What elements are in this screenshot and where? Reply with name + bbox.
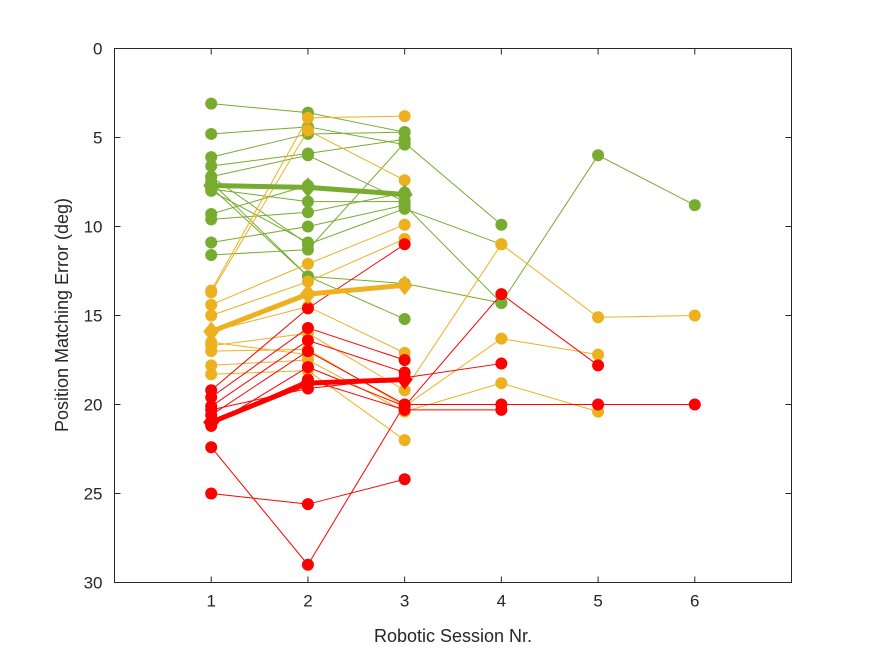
x-tick-label: 3: [400, 592, 409, 611]
data-point-red: [301, 361, 314, 374]
data-point-red: [398, 473, 411, 486]
data-point-yellow: [398, 218, 411, 231]
series-line-red-28: [210, 350, 695, 416]
data-point-green: [301, 149, 314, 162]
data-point-red: [205, 403, 218, 416]
data-point-yellow: [495, 238, 508, 251]
y-tick-label: 15: [84, 307, 103, 326]
mean-marker-red: [396, 369, 413, 390]
mean-marker-yellow: [299, 284, 316, 305]
data-point-green: [205, 236, 218, 249]
data-point-red: [398, 238, 411, 251]
x-tick-label: 6: [690, 592, 699, 611]
data-point-yellow: [398, 174, 411, 187]
data-point-red: [301, 345, 314, 358]
data-point-red: [301, 334, 314, 347]
data-point-red: [592, 398, 605, 411]
y-tick-label: 30: [84, 574, 103, 593]
data-point-red: [301, 498, 314, 511]
data-point-yellow: [205, 336, 218, 349]
data-point-red: [398, 398, 411, 411]
data-point-green: [592, 149, 605, 162]
y-tick-label: 20: [84, 396, 103, 415]
x-tick-label: 2: [303, 592, 312, 611]
y-tick-label: 10: [84, 218, 103, 237]
data-point-red: [205, 441, 218, 454]
series-line-yellow-24: [211, 341, 308, 356]
data-point-yellow: [495, 377, 508, 390]
data-point-red: [205, 487, 218, 500]
data-point-green: [495, 218, 508, 231]
x-tick-label: 5: [593, 592, 602, 611]
data-point-green: [205, 151, 218, 164]
data-point-green: [398, 313, 411, 326]
data-point-red: [301, 558, 314, 571]
data-point-red: [205, 391, 218, 404]
data-point-yellow: [688, 309, 701, 322]
data-point-green: [301, 236, 314, 249]
series-line-green-11: [210, 181, 502, 304]
data-point-green: [398, 136, 411, 149]
mean-series-layer: [203, 175, 413, 433]
series-line-green-13: [210, 190, 309, 243]
data-point-red: [495, 403, 508, 416]
data-point-yellow: [205, 359, 218, 372]
data-point-yellow: [205, 298, 218, 311]
y-tick-label: 25: [84, 485, 103, 504]
data-point-green: [301, 206, 314, 219]
data-point-yellow: [398, 434, 411, 447]
y-axis-title: Position Matching Error (deg): [52, 198, 72, 432]
data-point-green: [495, 297, 508, 310]
data-point-green: [205, 248, 218, 261]
data-point-yellow: [205, 286, 218, 299]
data-point-yellow: [205, 345, 218, 358]
data-point-red: [688, 398, 701, 411]
x-tick-label: 1: [206, 592, 215, 611]
series-line-yellow-20: [211, 243, 695, 391]
data-point-yellow: [205, 368, 218, 381]
data-point-yellow: [301, 124, 314, 137]
axis-ticks: 1 2 3 4 5 6 0 5 10 15 20 25 30: [84, 40, 792, 611]
data-point-yellow: [592, 311, 605, 324]
data-point-red: [495, 288, 508, 301]
series-layer: [205, 97, 701, 571]
data-point-green: [301, 195, 314, 208]
data-point-yellow: [301, 111, 314, 124]
data-point-green: [205, 97, 218, 110]
data-point-green: [205, 127, 218, 140]
mean-marker-yellow: [396, 275, 413, 296]
mean-marker-yellow: [203, 321, 220, 342]
series-line-green-9: [211, 154, 696, 304]
x-axis-title: Robotic Session Nr.: [374, 626, 532, 646]
mean-marker-green: [396, 184, 413, 205]
data-point-red: [301, 321, 314, 334]
data-point-yellow: [301, 257, 314, 270]
data-point-red: [495, 357, 508, 370]
data-point-yellow: [301, 275, 314, 288]
data-point-green: [398, 202, 411, 215]
data-point-green: [205, 159, 218, 172]
data-point-green: [688, 199, 701, 212]
mean-marker-green: [299, 177, 316, 198]
data-point-yellow: [398, 384, 411, 397]
data-point-yellow: [205, 309, 218, 322]
data-point-yellow: [398, 110, 411, 123]
data-point-green: [205, 213, 218, 226]
data-point-green: [301, 220, 314, 233]
data-point-red: [301, 302, 314, 315]
data-point-yellow: [592, 348, 605, 361]
x-tick-label: 4: [497, 592, 506, 611]
mean-marker-green: [203, 175, 220, 196]
y-tick-label: 5: [93, 129, 102, 148]
mean-marker-red: [203, 412, 220, 433]
y-tick-label: 0: [93, 40, 102, 59]
data-point-yellow: [495, 332, 508, 345]
mean-marker-red: [299, 373, 316, 394]
series-line-green-10: [211, 142, 502, 256]
data-point-red: [398, 354, 411, 366]
data-point-red: [592, 359, 605, 372]
